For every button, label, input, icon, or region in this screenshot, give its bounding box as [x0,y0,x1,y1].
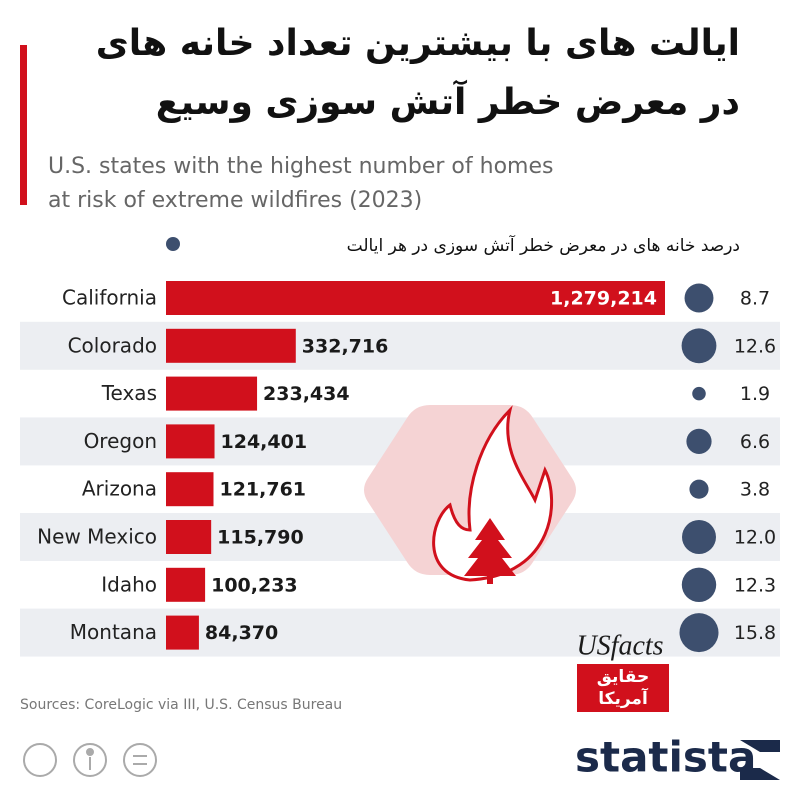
bar [166,376,258,411]
usfacts-fa: حقایق [597,667,650,687]
bubble [692,386,706,401]
bubble [681,328,717,364]
value-label: 84,370 [205,622,278,644]
value-label: 233,434 [263,383,350,405]
bar [166,424,215,459]
bubble-label: 12.6 [734,335,776,357]
category-label: Texas [101,381,157,405]
legend-marker [166,237,180,251]
usfacts-fa: آمریکا [598,687,649,709]
value-label: 100,233 [211,574,298,596]
category-label: Idaho [101,572,157,596]
bubble [689,479,709,499]
bubble-label: 6.6 [740,431,770,453]
bar [166,520,212,554]
value-label: 1,279,214 [550,288,657,310]
row-band [20,321,780,370]
accent-bar [20,45,27,205]
subtitle: U.S. states with the highest number of h… [48,154,553,179]
value-label: 124,401 [221,431,308,453]
category-label: Colorado [68,333,157,357]
bar [166,472,214,507]
bar [166,328,296,363]
bubble [681,567,717,603]
statista-logo: statista [575,733,756,782]
usfacts-box [577,664,669,712]
bubble-label: 3.8 [740,479,770,501]
statista-icon [740,740,780,780]
bar [166,567,206,602]
bar [166,615,199,650]
category-label: Arizona [82,477,157,501]
bubble [686,428,712,455]
legend-label: درصد خانه های در معرض خطر آتش سوزی در هر… [347,234,740,256]
bubble [684,283,714,313]
value-label: 332,716 [302,335,389,357]
bubble-label: 12.0 [734,527,776,549]
value-label: 121,761 [219,479,306,501]
category-label: California [62,286,157,310]
bubble-label: 15.8 [734,622,776,644]
subtitle: at risk of extreme wildfires (2023) [48,188,422,213]
row-band [20,608,780,657]
bubble-label: 1.9 [740,383,770,405]
bubble [679,613,719,653]
chart-title: ایالت های با بیشترین تعداد خانه های [96,23,740,64]
fire-icon [364,405,576,584]
category-label: Montana [70,620,157,644]
category-label: New Mexico [37,525,157,549]
license-icons [23,743,157,777]
chart-title: در معرض خطر آتش سوزی وسیع [156,79,740,123]
bubble-label: 8.7 [740,288,770,310]
bubble-label: 12.3 [734,574,776,596]
category-label: Oregon [84,429,157,453]
usfacts-logo: USfacts [576,630,663,661]
source: Sources: CoreLogic via III, U.S. Census … [20,697,342,713]
bar [166,281,665,315]
bubble [682,520,716,554]
value-label: 115,790 [217,527,304,549]
